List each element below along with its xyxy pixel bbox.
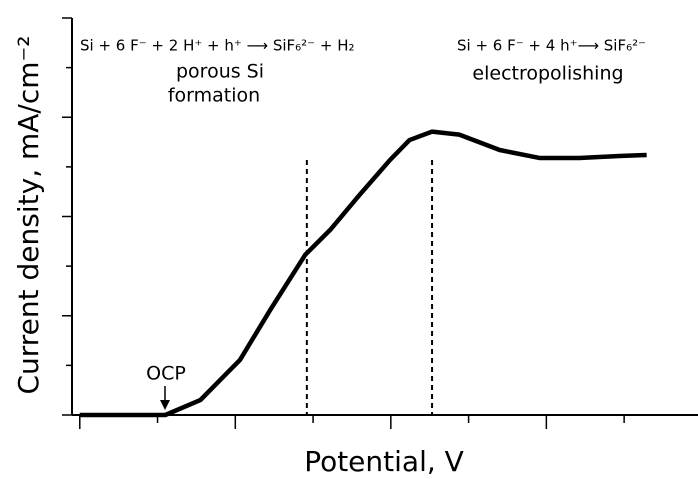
y-axis-label: Current density, mA/cm⁻² <box>12 35 45 394</box>
annotation: porous Si <box>176 61 264 83</box>
annotation: formation <box>168 85 260 107</box>
ocp-label: OCP <box>146 363 186 385</box>
curve <box>79 129 647 418</box>
reaction-right: Si + 6 F⁻ + 4 h⁺⟶ SiF₆²⁻ <box>457 37 646 55</box>
annotation: electropolishing <box>472 63 623 85</box>
x-axis-label: Potential, V <box>304 445 464 478</box>
reaction-left: Si + 6 F⁻ + 2 H⁺ + h⁺ ⟶ SiF₆²⁻ + H₂ <box>80 37 355 55</box>
ocp-arrowhead <box>160 400 170 410</box>
